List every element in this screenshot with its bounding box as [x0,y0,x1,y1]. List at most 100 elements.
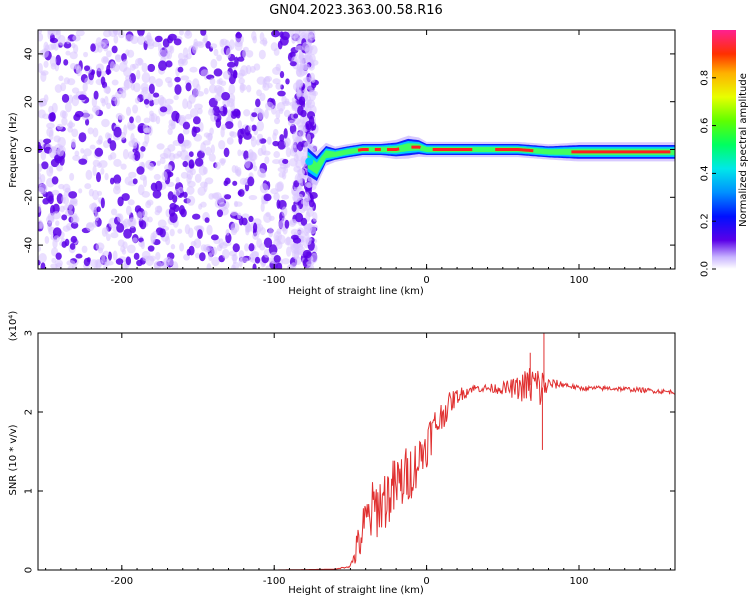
noise-point [56,145,65,157]
x-tick-label: 100 [569,275,588,286]
noise-point [115,258,124,265]
noise-point [259,173,267,179]
noise-point [284,98,290,105]
noise-point [76,65,82,74]
noise-point [55,30,61,40]
y-tick-label: 2 [24,409,35,415]
colorbar-tick-label: 0.2 [700,213,711,229]
noise-point [192,116,201,125]
noise-point [254,256,261,264]
noise-point [127,49,135,58]
colorbar-label: Normalized spectral amplitude [738,73,749,227]
noise-point [117,239,125,247]
noise-point [38,183,48,195]
noise-point [237,128,244,140]
noise-point [203,87,209,95]
noise-point [125,256,132,266]
noise-point [136,69,141,80]
noise-point [262,150,271,156]
noise-point [85,118,90,126]
noise-point [148,99,155,107]
noise-point [104,226,109,235]
noise-point [284,219,290,229]
noise-point [208,84,218,94]
noise-point [210,144,215,155]
noise-point [300,199,307,205]
noise-point [146,199,154,206]
noise-point [296,173,304,184]
y-tick-label: 3 [24,330,35,336]
noise-point [214,93,222,102]
noise-point [66,38,71,44]
noise-point [262,37,268,47]
noise-point [75,253,83,259]
noise-point [305,47,313,55]
noise-point [241,213,250,219]
noise-point [81,109,90,121]
noise-point [192,41,199,51]
noise-point [130,153,136,161]
noise-point [124,176,134,186]
noise-point [281,258,290,265]
noise-point [56,123,64,130]
signal-core [387,147,400,151]
y-tick-label: 0 [24,146,35,152]
noise-point [186,195,196,206]
noise-point [66,259,76,266]
noise-point [48,195,54,205]
noise-point [131,137,138,146]
noise-point [197,229,203,239]
noise-point [306,99,313,106]
noise-point [144,133,150,145]
noise-point [69,51,78,60]
noise-point [238,257,243,268]
noise-point [69,243,76,250]
snr-data [38,333,675,570]
noise-point [259,92,266,102]
noise-point [38,144,43,153]
noise-point [273,231,282,243]
noise-point [96,206,101,213]
noise-point [158,49,168,58]
noise-point [193,103,203,110]
noise-point [216,54,222,62]
noise-point [83,51,89,58]
noise-point [70,221,79,229]
noise-point [276,262,283,269]
noise-point [171,110,180,122]
noise-point [140,241,145,250]
noise-point [168,123,176,130]
noise-point [125,106,132,116]
colorbar-tick-label: 0.4 [700,165,711,181]
noise-point [135,115,142,123]
noise-point [123,124,128,136]
noise-point [38,246,41,252]
noise-point [293,153,299,163]
noise-point [289,101,297,107]
x-tick-label: 0 [423,576,429,587]
noise-point [162,38,170,48]
noise-point [305,231,310,242]
noise-point [145,255,155,267]
noise-point [224,194,232,200]
spectrogram-xlabel: Height of straight line (km) [288,286,424,297]
colorbar-tick-label: 0.8 [700,70,711,86]
noise-point [251,124,257,132]
noise-point [182,160,189,168]
signal-core [495,148,534,153]
noise-point [180,171,189,179]
noise-point [188,159,194,169]
noise-point [252,232,259,240]
noise-point [192,213,201,220]
noise-point [249,65,256,73]
noise-point [296,84,302,94]
noise-point [65,50,71,56]
noise-point [189,168,196,176]
snr-xlabel: Height of straight line (km) [288,585,424,596]
noise-point [308,199,315,208]
noise-point [71,95,80,107]
noise-point [256,76,266,85]
noise-point [49,165,54,174]
noise-point [222,248,230,259]
